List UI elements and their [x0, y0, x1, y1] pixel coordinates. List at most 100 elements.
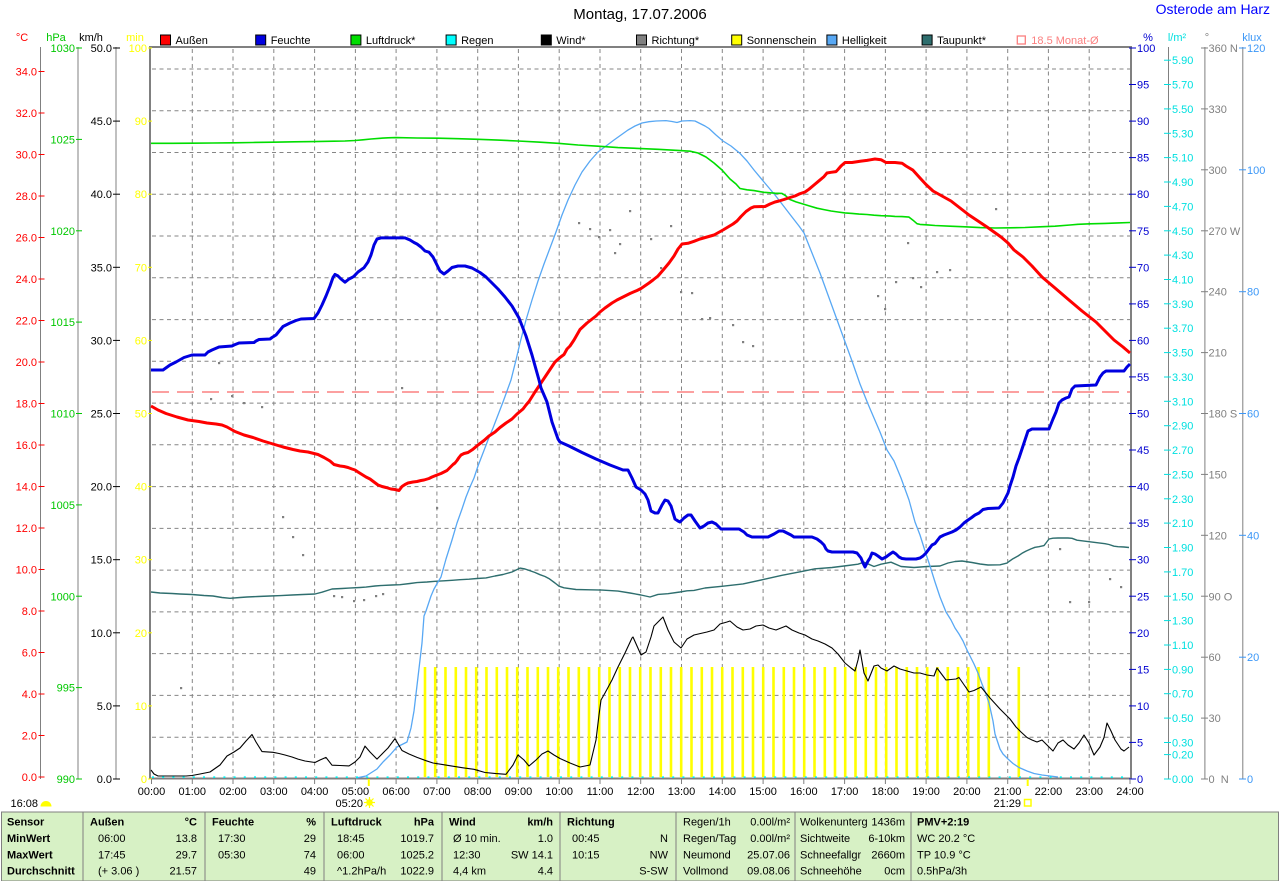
svg-text:0.90: 0.90	[1172, 664, 1193, 676]
svg-text:25: 25	[1137, 591, 1149, 603]
svg-text:80: 80	[1137, 189, 1149, 201]
svg-text:0.00l/m²: 0.00l/m²	[750, 833, 790, 845]
svg-text:Regen/Tag: Regen/Tag	[683, 833, 736, 845]
svg-text:18.0: 18.0	[16, 399, 37, 411]
svg-text:1020: 1020	[51, 226, 75, 238]
svg-text:1010: 1010	[51, 409, 75, 421]
svg-text:12.0: 12.0	[16, 523, 37, 535]
svg-text:Außen: Außen	[90, 817, 125, 829]
svg-text:20.0: 20.0	[91, 482, 112, 494]
svg-text:49: 49	[304, 866, 316, 878]
svg-text:Regen/1h: Regen/1h	[683, 817, 731, 829]
svg-text:6.0: 6.0	[22, 648, 37, 660]
svg-text:km/h: km/h	[527, 817, 553, 829]
svg-text:1015: 1015	[51, 317, 75, 329]
svg-text:5.50: 5.50	[1172, 104, 1193, 116]
svg-text:18:00: 18:00	[872, 786, 900, 798]
svg-text:01:00: 01:00	[179, 786, 207, 798]
svg-text:2.70: 2.70	[1172, 445, 1193, 457]
svg-text:Sichtweite: Sichtweite	[800, 833, 850, 845]
svg-text:995: 995	[57, 683, 75, 695]
svg-text:Luftdruck*: Luftdruck*	[366, 35, 416, 47]
svg-text:120: 120	[1247, 43, 1265, 55]
svg-text:N: N	[660, 833, 668, 845]
svg-text:3.90: 3.90	[1172, 299, 1193, 311]
svg-text:0 N: 0 N	[1209, 774, 1229, 786]
svg-text:1.30: 1.30	[1172, 616, 1193, 628]
svg-text:45.0: 45.0	[91, 116, 112, 128]
svg-text:21.57: 21.57	[169, 866, 197, 878]
svg-text:0: 0	[1247, 774, 1253, 786]
svg-text:50.0: 50.0	[91, 43, 112, 55]
svg-text:1.0: 1.0	[538, 833, 553, 845]
svg-text:30.0: 30.0	[16, 150, 37, 162]
svg-text:210: 210	[1209, 348, 1227, 360]
svg-text:29.7: 29.7	[176, 850, 197, 862]
svg-text:1025: 1025	[51, 134, 75, 146]
svg-text:10: 10	[135, 701, 147, 713]
svg-text:10.0: 10.0	[91, 628, 112, 640]
svg-text:24.0: 24.0	[16, 274, 37, 286]
svg-text:25.07.06: 25.07.06	[747, 850, 790, 862]
svg-text:40: 40	[135, 482, 147, 494]
svg-text:20: 20	[135, 628, 147, 640]
svg-text:14:00: 14:00	[709, 786, 737, 798]
svg-text:1019.7: 1019.7	[400, 833, 434, 845]
svg-text:100: 100	[129, 43, 147, 55]
svg-text:06:00: 06:00	[382, 786, 410, 798]
svg-text:0.70: 0.70	[1172, 689, 1193, 701]
svg-text:04:00: 04:00	[301, 786, 329, 798]
svg-text:180 S: 180 S	[1209, 409, 1238, 421]
svg-text:0.30: 0.30	[1172, 737, 1193, 749]
svg-text:0cm: 0cm	[884, 866, 905, 878]
svg-text:Feuchte: Feuchte	[271, 35, 311, 47]
svg-text:21:00: 21:00	[994, 786, 1022, 798]
svg-text:0.20: 0.20	[1172, 750, 1193, 762]
svg-text:%: %	[1143, 32, 1153, 44]
svg-text:MinWert: MinWert	[7, 833, 51, 845]
svg-text:10:00: 10:00	[545, 786, 573, 798]
svg-text:70: 70	[135, 262, 147, 274]
svg-text:2.30: 2.30	[1172, 494, 1193, 506]
svg-text:02:00: 02:00	[219, 786, 247, 798]
svg-text:5.10: 5.10	[1172, 153, 1193, 165]
svg-text:Sensor: Sensor	[7, 817, 45, 829]
svg-text:10.0: 10.0	[16, 565, 37, 577]
svg-text:%: %	[306, 817, 316, 829]
svg-text:°C: °C	[185, 817, 197, 829]
svg-text:SW 14.1: SW 14.1	[511, 850, 553, 862]
svg-text:90: 90	[1137, 116, 1149, 128]
svg-text:4.10: 4.10	[1172, 274, 1193, 286]
svg-text:21:29: 21:29	[993, 798, 1021, 810]
svg-text:Sonnenschein: Sonnenschein	[747, 35, 817, 47]
svg-text:09:00: 09:00	[505, 786, 533, 798]
svg-text:Ø 10 min.: Ø 10 min.	[453, 833, 501, 845]
svg-text:06:00: 06:00	[337, 850, 365, 862]
svg-text:95: 95	[1137, 80, 1149, 92]
svg-text:Montag, 17.07.2006: Montag, 17.07.2006	[573, 6, 706, 23]
svg-text:15: 15	[1137, 664, 1149, 676]
svg-text:23:00: 23:00	[1075, 786, 1103, 798]
svg-text:WC 20.2 °C: WC 20.2 °C	[917, 833, 975, 845]
svg-text:0.50: 0.50	[1172, 713, 1193, 725]
svg-text:100: 100	[1247, 165, 1265, 177]
svg-text:1.90: 1.90	[1172, 543, 1193, 555]
svg-text:Richtung: Richtung	[567, 817, 615, 829]
svg-text:3.10: 3.10	[1172, 396, 1193, 408]
svg-text:09.08.06: 09.08.06	[747, 866, 790, 878]
svg-text:5.0: 5.0	[97, 701, 112, 713]
svg-text:1025.2: 1025.2	[400, 850, 434, 862]
svg-text:13.8: 13.8	[176, 833, 197, 845]
svg-text:Regen: Regen	[461, 35, 493, 47]
svg-text:30: 30	[135, 555, 147, 567]
svg-text:4.0: 4.0	[22, 689, 37, 701]
svg-text:Feuchte: Feuchte	[212, 817, 254, 829]
svg-text:25.0: 25.0	[91, 409, 112, 421]
svg-text:17:30: 17:30	[218, 833, 246, 845]
svg-text:4.30: 4.30	[1172, 250, 1193, 262]
svg-text:28.0: 28.0	[16, 191, 37, 203]
svg-text:NW: NW	[650, 850, 669, 862]
svg-text:12:00: 12:00	[627, 786, 655, 798]
svg-text:3.50: 3.50	[1172, 348, 1193, 360]
svg-text:0.5hPa/3h: 0.5hPa/3h	[917, 866, 967, 878]
